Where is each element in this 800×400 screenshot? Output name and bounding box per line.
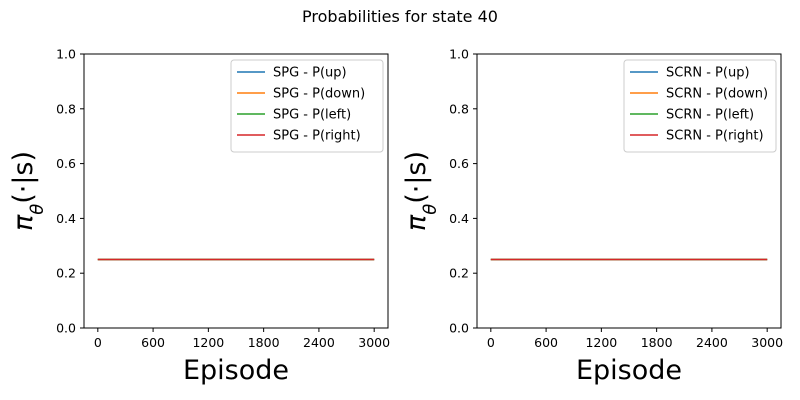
y-tick-label: 0.2: [449, 266, 469, 281]
x-tick-label: 1800: [641, 335, 673, 350]
x-axis-label: Episode: [183, 355, 289, 386]
plot-frame: [476, 53, 782, 329]
y-axis: 0.0 0.2 0.4 0.6 0.8 1.0: [449, 47, 477, 336]
x-axis-label: Episode: [576, 355, 682, 386]
y-tick-label: 0.8: [56, 101, 76, 116]
y-tick-label: 0.8: [449, 101, 469, 116]
legend-entry: SPG - P(left): [273, 108, 351, 123]
y-axis-label: πθ(·|s): [401, 151, 441, 231]
x-tick-label: 2400: [696, 335, 728, 350]
legend-box: [623, 59, 777, 153]
y-tick-label: 0.0: [56, 321, 76, 336]
legend: SCRN - P(up) SCRN - P(down) SCRN - P(left)…: [623, 59, 777, 153]
x-tick-label: 0: [487, 335, 495, 350]
x-tick-label: 600: [141, 335, 165, 350]
x-tick-label: 3000: [358, 335, 390, 350]
legend: SPG - P(up) SPG - P(down) SPG - P(left) SPG…: [230, 59, 384, 153]
legend-entry: SCRN - P(left): [666, 108, 754, 123]
legend-entry: SCRN - P(up): [666, 66, 750, 81]
y-tick-label: 0.6: [449, 156, 469, 171]
y-tick-label: 1.0: [449, 47, 469, 62]
x-tick-label: 3000: [751, 335, 783, 350]
legend-entry: SPG - P(up): [273, 66, 347, 81]
x-tick-label: 2400: [303, 335, 335, 350]
y-axis: 0.0 0.2 0.4 0.6 0.8 1.0: [56, 47, 84, 336]
y-tick-label: 0.6: [56, 156, 76, 171]
chart-panel-2: 0 600 1200 1800 2400 3000 0.0 0.2 0.4 0.6 0.8 1.0 Ep…: [401, 47, 783, 387]
x-tick-label: 1200: [585, 335, 617, 350]
legend-entry: SPG - P(down): [273, 87, 365, 102]
y-tick-label: 0.4: [449, 211, 469, 226]
y-tick-label: 0.0: [449, 321, 469, 336]
legend-entry: SCRN - P(right): [666, 129, 764, 144]
x-axis: 0 600 1200 1800 2400 3000: [94, 328, 390, 350]
x-tick-label: 1800: [248, 335, 280, 350]
y-tick-label: 0.2: [56, 266, 76, 281]
y-tick-label: 1.0: [56, 47, 76, 62]
x-tick-label: 0: [94, 335, 102, 350]
x-tick-label: 1200: [192, 335, 224, 350]
plot-frame: [83, 53, 389, 329]
figure-title: Probabilities for state 40: [302, 7, 498, 26]
chart-panel-1: 0 600 1200 1800 2400 3000 0.0 0.2 0.4 0.6 0.8 1.0 Ep…: [8, 47, 390, 387]
y-tick-label: 0.4: [56, 211, 76, 226]
legend-box: [230, 59, 384, 153]
x-tick-label: 600: [534, 335, 558, 350]
x-axis: 0 600 1200 1800 2400 3000: [487, 328, 783, 350]
y-axis-label: πθ(·|s): [8, 151, 48, 231]
legend-entry: SPG - P(right): [273, 129, 361, 144]
legend-entry: SCRN - P(down): [666, 87, 768, 102]
